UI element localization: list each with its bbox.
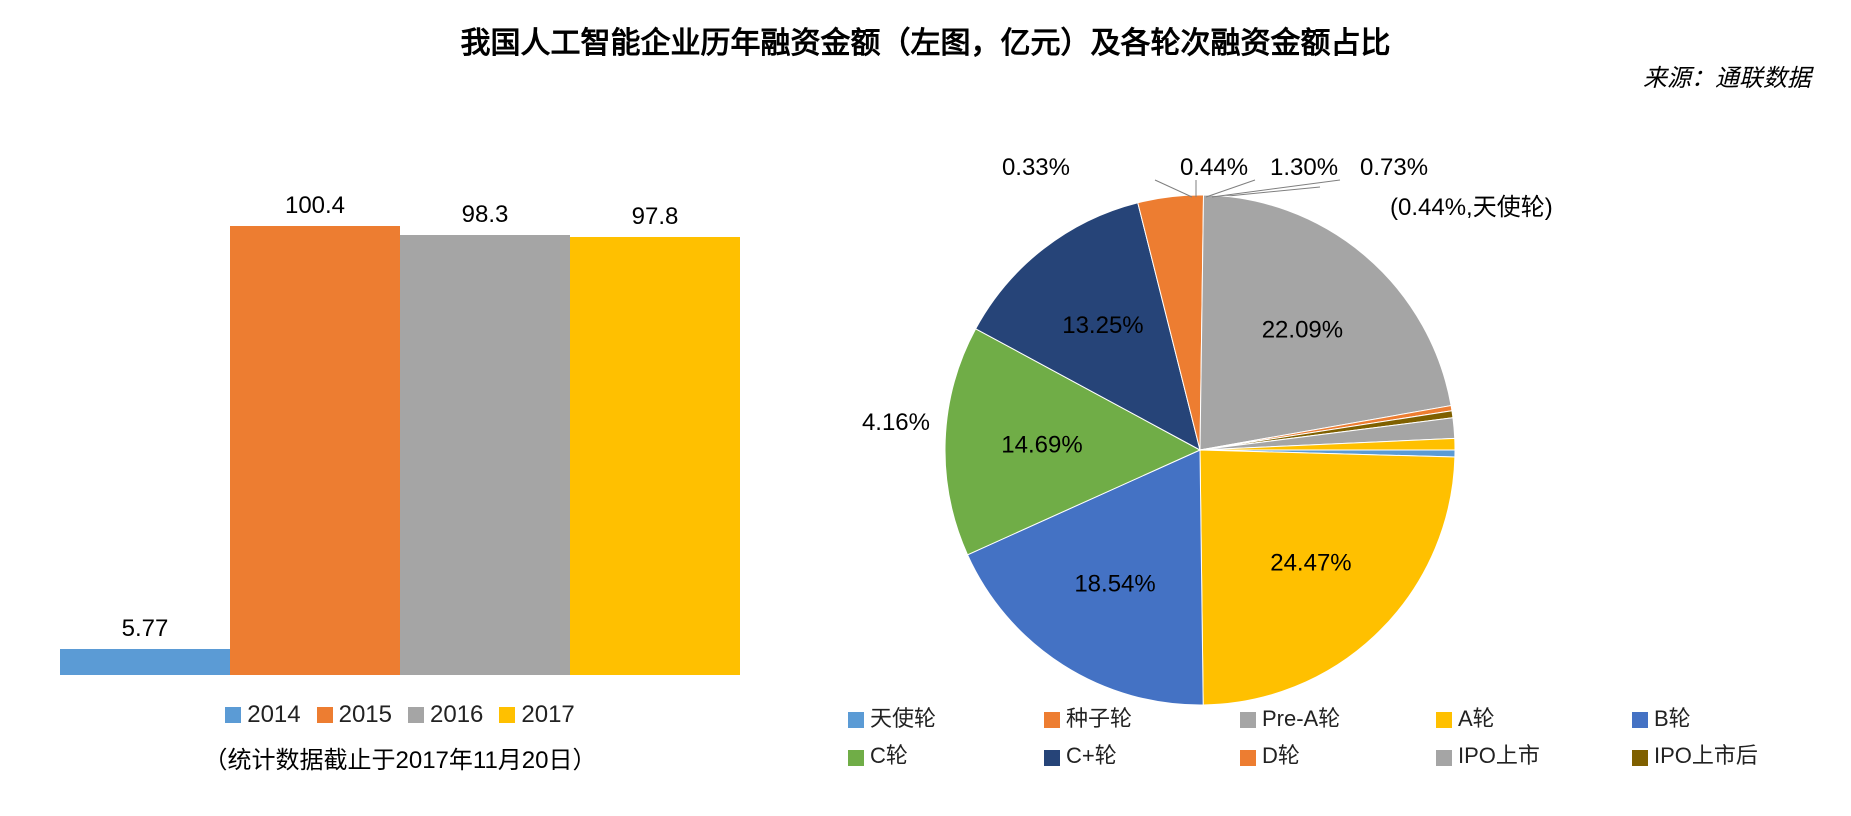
pie-slice-label: 0.73%: [1360, 154, 1428, 181]
legend-item: Pre-A轮: [1240, 701, 1420, 737]
legend-label: 2017: [521, 701, 574, 728]
legend-label: 2016: [430, 701, 483, 728]
legend-label: 2014: [247, 701, 300, 728]
pie-slice-label: 0.33%: [1002, 154, 1070, 181]
bar-chart-legend: 2014 2015 2016 2017: [60, 700, 740, 729]
pie-leader-line: [1218, 187, 1320, 197]
legend-label: B轮: [1654, 706, 1691, 731]
legend-item: C轮: [848, 738, 1028, 774]
bar-chart-note: （统计数据截止于2017年11月20日）: [60, 740, 740, 775]
legend-label: C+轮: [1066, 743, 1117, 768]
legend-item: 2015: [317, 701, 392, 729]
pie-slice-label: 13.25%: [1062, 312, 1143, 339]
pie-slice-label: 4.16%: [862, 409, 930, 436]
legend-label: 天使轮: [870, 706, 936, 731]
pie-slice: [1200, 450, 1455, 705]
bar-chart: 5.77100.498.397.8: [60, 205, 740, 675]
legend-label: C轮: [870, 743, 908, 768]
legend-swatch: [1044, 750, 1060, 766]
bar-value-label: 100.4: [230, 192, 400, 220]
legend-label: A轮: [1458, 706, 1495, 731]
legend-item: C+轮: [1044, 738, 1224, 774]
bar-value-label: 5.77: [60, 615, 230, 643]
chart-source: 来源：通联数据: [1643, 58, 1811, 93]
bar-value-label: 98.3: [400, 201, 570, 229]
pie-chart: (0.44%,天使轮)24.47%18.54%14.69%13.25%4.16%…: [920, 170, 1480, 730]
legend-swatch: [1240, 712, 1256, 728]
legend-swatch: [1436, 712, 1452, 728]
legend-label: IPO上市后: [1654, 743, 1758, 768]
legend-item: 2017: [499, 701, 574, 729]
pie-chart-legend: 天使轮 种子轮 Pre-A轮 A轮 B轮 C轮 C+轮 D轮 IPO上市 IPO上市后: [840, 700, 1840, 774]
legend-swatch: [848, 712, 864, 728]
legend-item: A轮: [1436, 701, 1616, 737]
bar: [230, 226, 400, 675]
legend-swatch: [1240, 750, 1256, 766]
legend-item: B轮: [1632, 701, 1812, 737]
bar: [400, 235, 570, 675]
pie-slice-label: 18.54%: [1074, 570, 1155, 597]
legend-item: 天使轮: [848, 701, 1028, 737]
bar-value-label: 97.8: [570, 203, 740, 231]
legend-swatch: [225, 707, 241, 723]
legend-item: 种子轮: [1044, 701, 1224, 737]
legend-swatch: [1632, 712, 1648, 728]
bar: [570, 237, 740, 675]
legend-swatch: [1436, 750, 1452, 766]
pie-slice-label: 0.44%: [1180, 154, 1248, 181]
legend-swatch: [848, 750, 864, 766]
legend-swatch: [499, 707, 515, 723]
legend-swatch: [1632, 750, 1648, 766]
legend-label: D轮: [1262, 743, 1300, 768]
legend-item: 2016: [408, 701, 483, 729]
legend-label: IPO上市: [1458, 743, 1540, 768]
legend-swatch: [408, 707, 424, 723]
pie-slice-label: 14.69%: [1001, 431, 1082, 458]
legend-label: 种子轮: [1066, 706, 1132, 731]
legend-label: Pre-A轮: [1262, 706, 1340, 731]
legend-swatch: [317, 707, 333, 723]
pie-slice-label: 22.09%: [1262, 317, 1343, 344]
pie-leader-line: [1155, 180, 1192, 197]
legend-item: D轮: [1240, 738, 1420, 774]
pie-slice-label: (0.44%,天使轮): [1390, 194, 1553, 221]
legend-swatch: [1044, 712, 1060, 728]
chart-title: 我国人工智能企业历年融资金额（左图，亿元）及各轮次融资金额占比: [0, 18, 1851, 62]
pie-slice-label: 1.30%: [1270, 154, 1338, 181]
pie-slice-label: 24.47%: [1270, 550, 1351, 577]
bar: [60, 649, 230, 675]
legend-label: 2015: [339, 701, 392, 728]
legend-item: 2014: [225, 701, 300, 729]
legend-item: IPO上市后: [1632, 738, 1812, 774]
legend-item: IPO上市: [1436, 738, 1616, 774]
